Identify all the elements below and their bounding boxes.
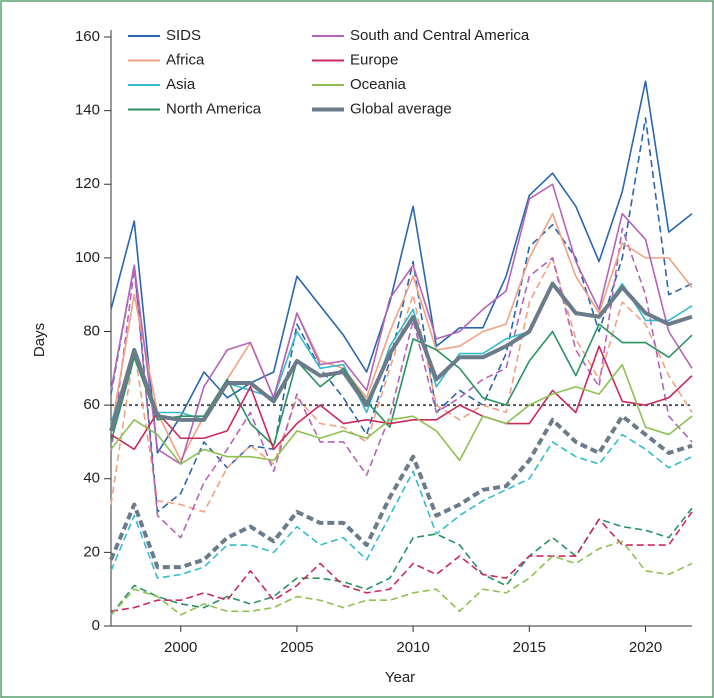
line — [109, 281, 693, 432]
legend-label: Oceania — [350, 76, 407, 93]
y-tick-label: 140 — [75, 102, 100, 119]
dashed-line — [110, 507, 693, 616]
y-tick-label: 60 — [83, 396, 100, 413]
y-tick-label: 160 — [75, 28, 100, 45]
x-tick-label: 2010 — [396, 639, 429, 656]
line — [110, 80, 693, 454]
x-tick-label: 2005 — [280, 639, 313, 656]
legend-label: SIDS — [166, 27, 201, 44]
dashed-line — [110, 540, 693, 616]
y-tick-label: 0 — [92, 617, 100, 634]
y-axis-label: Days — [31, 323, 48, 357]
x-axis-label: Year — [385, 669, 415, 686]
dashed-line — [110, 227, 693, 539]
legend-label: Europe — [350, 51, 398, 68]
line — [110, 183, 693, 465]
line — [110, 363, 693, 465]
legend-label: Global average — [350, 100, 452, 117]
y-tick-label: 100 — [75, 249, 100, 266]
dashed-line — [110, 433, 693, 579]
x-tick-label: 2015 — [513, 639, 546, 656]
line — [110, 345, 693, 451]
x-tick-label: 2020 — [629, 639, 662, 656]
dashed-line — [109, 414, 693, 570]
y-tick-label: 120 — [75, 175, 100, 192]
x-tick-label: 2000 — [164, 639, 197, 656]
dashed-line — [110, 511, 693, 613]
y-tick-label: 80 — [83, 322, 100, 339]
dashed-line — [110, 117, 693, 513]
legend-label: Asia — [166, 76, 196, 93]
y-tick-label: 40 — [83, 470, 100, 487]
legend-label: North America — [166, 100, 262, 117]
legend-label: South and Central America — [350, 27, 530, 44]
y-tick-label: 20 — [83, 543, 100, 560]
legend-label: Africa — [166, 51, 205, 68]
